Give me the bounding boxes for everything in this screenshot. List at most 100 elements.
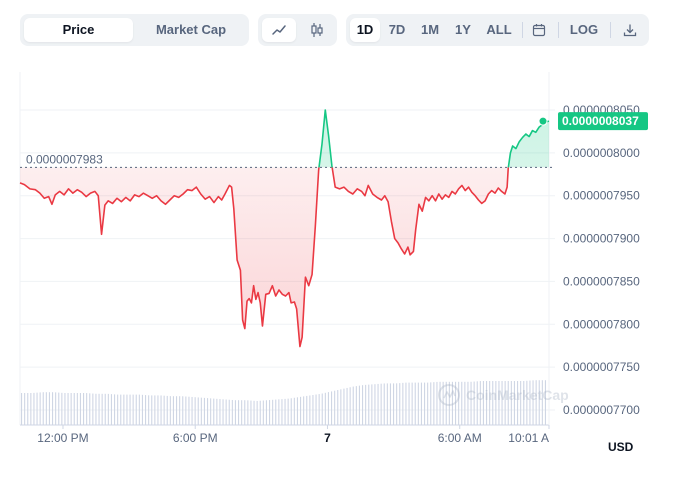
- volume-bar: [21, 393, 23, 425]
- volume-bar: [151, 395, 153, 425]
- volume-bar: [504, 381, 506, 425]
- tab-market-cap[interactable]: Market Cap: [155, 22, 227, 37]
- volume-bar: [424, 382, 426, 425]
- y-axis: 0.00000080500.00000080000.00000079500.00…: [563, 103, 640, 417]
- volume-bar: [61, 392, 63, 425]
- volume-bar: [445, 381, 447, 425]
- volume-bar: [352, 386, 354, 425]
- volume-bar: [513, 381, 515, 425]
- y-tick-label: 0.0000007700: [563, 403, 640, 417]
- volume-bar: [275, 399, 277, 425]
- volume-bar: [24, 393, 26, 425]
- range-1d[interactable]: 1D: [350, 18, 380, 42]
- volume-bar: [417, 382, 419, 425]
- volume-bar: [163, 395, 165, 425]
- volume-bar: [340, 389, 342, 425]
- volume-bar: [464, 381, 466, 425]
- volume-bar: [182, 396, 184, 425]
- volume-bar: [95, 393, 97, 425]
- volume-bar: [408, 382, 410, 425]
- volume-bar: [479, 381, 481, 425]
- volume-bar: [309, 395, 311, 425]
- calendar-icon[interactable]: [526, 18, 552, 42]
- volume-bar: [405, 382, 407, 425]
- volume-bar: [331, 391, 333, 425]
- volume-bar: [498, 381, 500, 425]
- volume-bar: [76, 393, 78, 425]
- x-axis: 12:00 PM 6:00 PM 7 6:00 AM 10:01 A: [37, 425, 550, 445]
- volume-bar: [362, 385, 364, 425]
- volume-bar: [104, 393, 106, 425]
- log-toggle[interactable]: LOG: [569, 22, 599, 37]
- volume-bar: [157, 395, 159, 425]
- range-all[interactable]: ALL: [486, 22, 512, 37]
- y-tick-label: 0.0000007750: [563, 360, 640, 374]
- volume-bar: [107, 393, 109, 425]
- volume-bar: [303, 396, 305, 425]
- volume-bar: [269, 400, 271, 425]
- volume-bar: [290, 398, 292, 425]
- volume-bar: [489, 381, 491, 425]
- volume-bar: [172, 396, 174, 425]
- line-chart-icon[interactable]: [262, 18, 296, 42]
- volume-bar: [538, 380, 540, 425]
- volume-bar: [371, 384, 373, 425]
- volume-bar: [520, 381, 522, 425]
- volume-bar: [321, 393, 323, 425]
- volume-bar: [48, 392, 50, 425]
- volume-bar: [300, 396, 302, 425]
- x-tick-label: 12:00 PM: [37, 431, 88, 445]
- volume-bar: [278, 399, 280, 425]
- volume-bar: [312, 394, 314, 425]
- volume-bar: [210, 398, 212, 425]
- volume-bar: [386, 383, 388, 425]
- volume-bar: [120, 394, 122, 425]
- volume-bar: [262, 400, 264, 425]
- range-1y[interactable]: 1Y: [455, 22, 471, 37]
- range-7d[interactable]: 7D: [388, 22, 406, 37]
- y-tick-label: 0.0000007850: [563, 274, 640, 288]
- volume-bar: [33, 392, 35, 425]
- volume-bar: [101, 393, 103, 425]
- volume-bar: [470, 381, 472, 425]
- volume-bar: [92, 393, 94, 425]
- volume-bar: [179, 396, 181, 425]
- volume-bar: [526, 380, 528, 425]
- volume-bar: [492, 381, 494, 425]
- volume-bar: [58, 392, 60, 425]
- volume-bar: [482, 381, 484, 425]
- range-1m[interactable]: 1M: [420, 22, 440, 37]
- volume-bar: [529, 380, 531, 425]
- volume-bar: [383, 383, 385, 425]
- volume-bar: [433, 382, 435, 425]
- download-icon[interactable]: [616, 18, 644, 42]
- volume-bar: [507, 381, 509, 425]
- volume-bar: [442, 381, 444, 425]
- volume-bar: [476, 381, 478, 425]
- volume-bar: [231, 399, 233, 425]
- volume-bar: [349, 387, 351, 425]
- reference-price-label: 0.0000007983: [26, 152, 103, 166]
- volume-bar: [411, 382, 413, 425]
- volume-bar: [244, 400, 246, 425]
- volume-bar: [495, 381, 497, 425]
- current-price-badge-text: 0.0000008037: [562, 114, 639, 128]
- volume-bar: [138, 394, 140, 425]
- tab-price[interactable]: Price: [24, 18, 133, 42]
- volume-bar: [253, 400, 255, 425]
- volume-bar: [324, 392, 326, 425]
- volume-bar: [42, 392, 44, 425]
- volume-bar: [222, 399, 224, 425]
- download-divider: [610, 22, 611, 38]
- volume-bar: [396, 383, 398, 425]
- candlestick-icon[interactable]: [300, 18, 334, 42]
- volume-bar: [207, 398, 209, 425]
- volume-bar: [265, 400, 267, 425]
- volume-bar: [272, 399, 274, 425]
- volume-bar: [318, 394, 320, 425]
- volume-bar: [129, 394, 131, 425]
- volume-bar: [510, 381, 512, 425]
- price-chart[interactable]: CoinMarketCap 0.0000007983 0.00000080500…: [0, 60, 674, 460]
- x-tick-label: 10:01 A: [508, 431, 549, 445]
- volume-bar: [343, 388, 345, 425]
